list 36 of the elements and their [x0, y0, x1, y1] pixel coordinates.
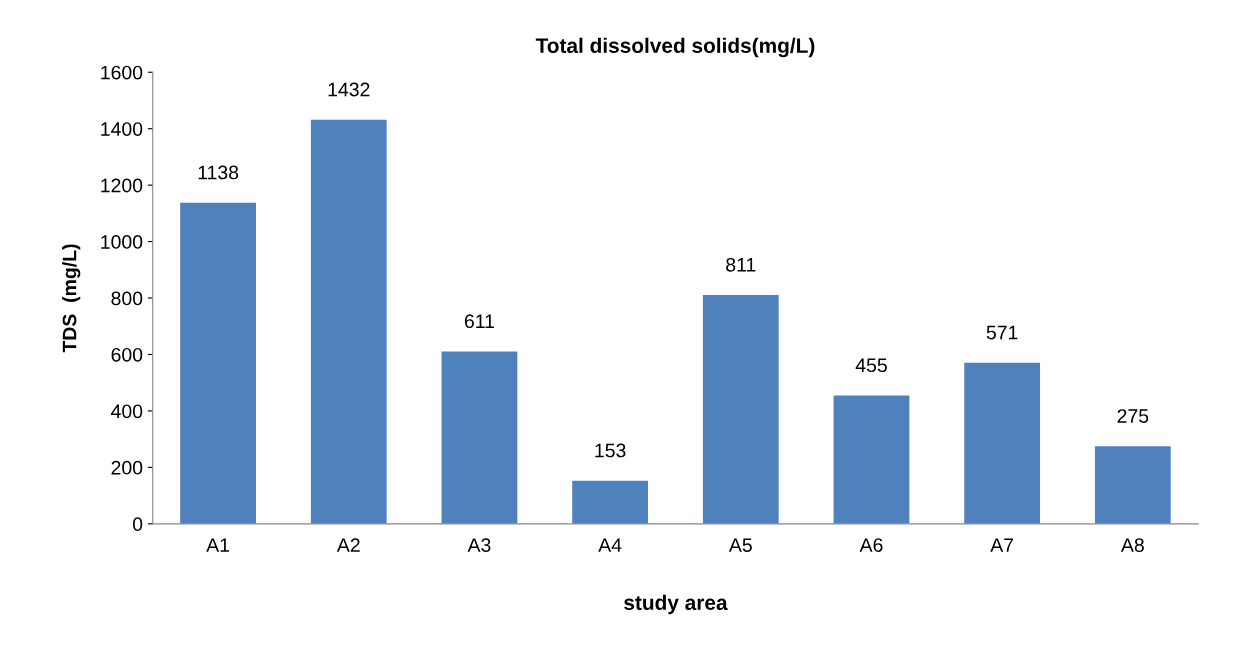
- y-tick-label: 1200: [101, 178, 143, 193]
- bar: [180, 202, 256, 524]
- bar: [310, 119, 387, 524]
- data-label: 611: [464, 314, 494, 329]
- data-label: 275: [1117, 409, 1149, 423]
- chart-title: Total dissolved solids(mg/L): [535, 37, 815, 58]
- x-tick-label: A1: [206, 538, 230, 552]
- x-tick-label: A3: [467, 538, 491, 552]
- x-tick-label: A7: [990, 538, 1014, 552]
- y-tick-label: 1600: [101, 65, 143, 80]
- y-tick-label: 200: [111, 460, 143, 475]
- x-tick-label: A2: [336, 538, 360, 552]
- y-axis-title: TDS (mg/L): [62, 244, 81, 353]
- bar: [1094, 446, 1171, 524]
- y-tick-label: 800: [111, 291, 143, 306]
- x-tick-label: A8: [1120, 538, 1144, 552]
- y-tick-label: 600: [111, 347, 143, 362]
- data-label: 571: [986, 325, 1018, 340]
- x-tick-label: A4: [598, 538, 622, 552]
- data-label: 1432: [328, 82, 370, 97]
- bar: [572, 480, 649, 524]
- data-label: 153: [595, 443, 626, 458]
- bar: [702, 294, 779, 524]
- y-tick-label: 1000: [101, 235, 143, 249]
- data-label: 1138: [198, 165, 239, 180]
- data-label: 455: [855, 358, 887, 373]
- bar: [441, 351, 518, 524]
- y-tick-label: 400: [111, 404, 143, 419]
- x-axis-title: study area: [624, 594, 728, 615]
- y-tick-label: 1400: [101, 122, 143, 136]
- bar: [833, 395, 910, 524]
- bar: [964, 362, 1041, 524]
- data-label: 811: [726, 257, 756, 272]
- x-tick-label: A6: [859, 538, 883, 552]
- y-tick-label: 0: [132, 517, 143, 532]
- x-tick-label: A5: [728, 538, 752, 552]
